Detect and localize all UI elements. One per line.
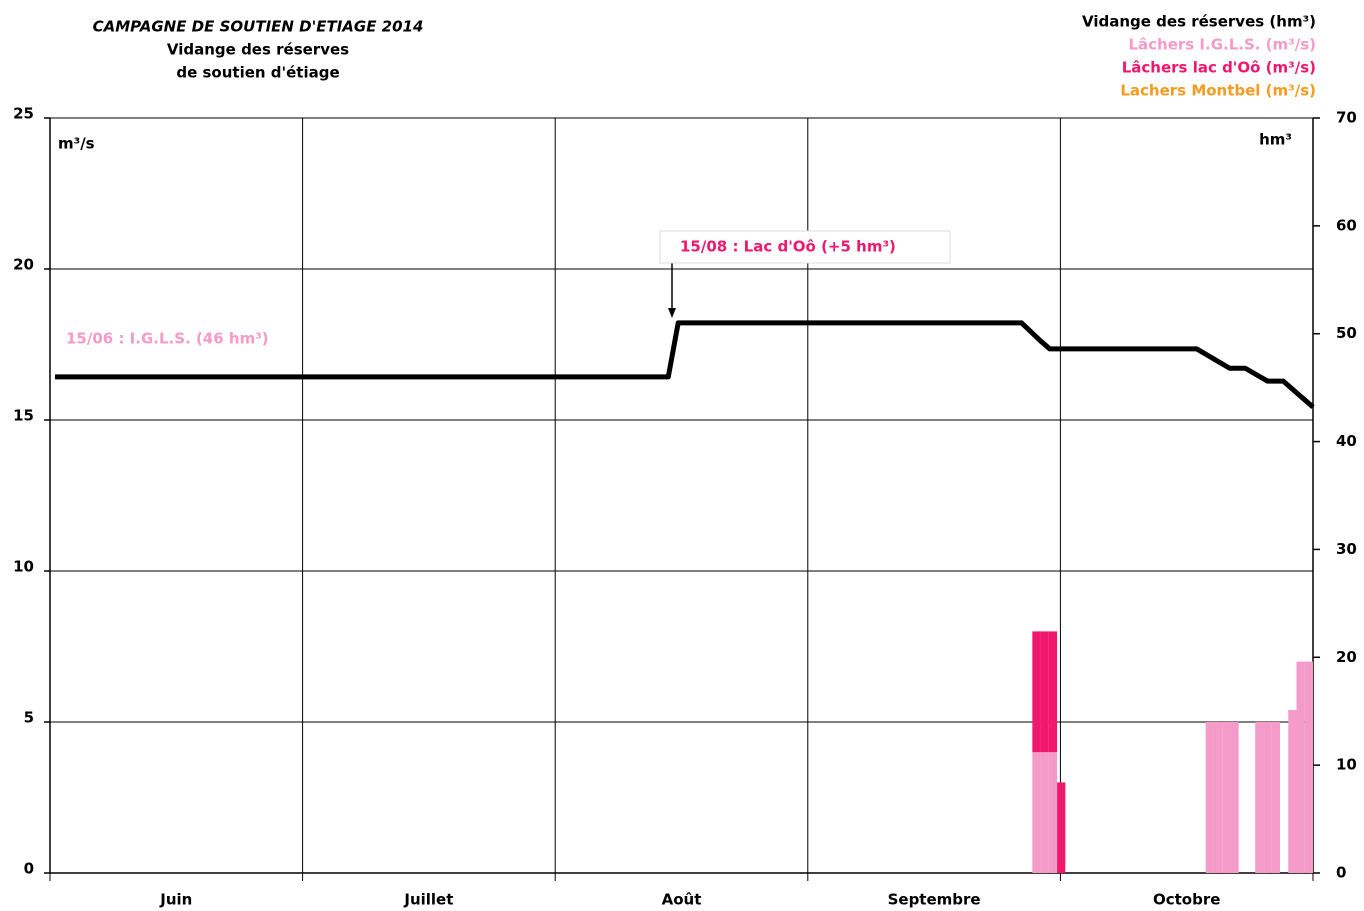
y-tick-label: 20 [13, 256, 34, 274]
bar [1304, 661, 1313, 873]
chart-title: CAMPAGNE DE SOUTIEN D'ETIAGE 2014 [93, 18, 424, 36]
bar [1288, 709, 1297, 873]
y-axis-label: m³/s [58, 135, 95, 153]
annotation-box [659, 230, 951, 264]
legend-entry: Lâchers lac d'Oô (m³/s) [1122, 59, 1316, 77]
bar [1205, 722, 1214, 873]
y2-tick-label: 20 [1336, 648, 1357, 666]
y-tick-label: 10 [13, 558, 34, 576]
y-tick-label: 25 [13, 105, 34, 123]
y-tick-label: 15 [13, 407, 34, 425]
bar [1032, 752, 1041, 873]
chart-subtitle: Vidange des réserves [167, 41, 349, 59]
y-tick-label: 0 [24, 860, 34, 878]
bar [1230, 722, 1239, 873]
chart-subtitle: de soutien d'étiage [176, 64, 339, 82]
y2-tick-label: 30 [1336, 540, 1357, 558]
bar [1048, 631, 1058, 753]
x-tick-label: Juillet [403, 891, 453, 909]
y2-tick-label: 50 [1336, 324, 1357, 342]
legend-entry: Lachers Montbel (m³/s) [1120, 82, 1316, 100]
y-tick-label: 5 [24, 709, 34, 727]
bar [1263, 722, 1272, 873]
annotation: 15/06 : I.G.L.S. (46 hm³) [66, 330, 269, 348]
y2-tick-label: 10 [1336, 756, 1357, 774]
bar [1213, 722, 1223, 873]
unit-box [52, 124, 104, 164]
bar [1057, 782, 1066, 873]
bar [1271, 722, 1280, 873]
x-tick-label: Octobre [1153, 891, 1220, 909]
bar [1222, 722, 1231, 873]
y2-axis-label: hm³ [1259, 131, 1292, 149]
y2-tick-label: 60 [1336, 216, 1357, 234]
y2-tick-label: 0 [1336, 864, 1346, 882]
bar [1255, 722, 1264, 873]
legend-entry: Vidange des réserves (hm³) [1082, 13, 1316, 31]
bar [1032, 631, 1041, 753]
y2-tick-label: 40 [1336, 432, 1357, 450]
legend-entry: Lâchers I.G.L.S. (m³/s) [1128, 36, 1316, 54]
line [54, 320, 1315, 409]
x-tick-label: Août [662, 891, 702, 909]
bar [1048, 752, 1058, 873]
annotation: 15/08 : Lac d'Oô (+5 hm³) [680, 238, 896, 256]
bar [1040, 631, 1049, 753]
x-tick-label: Juin [159, 891, 192, 909]
y2-tick-label: 70 [1336, 109, 1357, 127]
annotation-arrowhead [668, 308, 676, 318]
x-tick-label: Septembre [888, 891, 981, 909]
bar [1040, 752, 1049, 873]
bar [1296, 661, 1305, 873]
